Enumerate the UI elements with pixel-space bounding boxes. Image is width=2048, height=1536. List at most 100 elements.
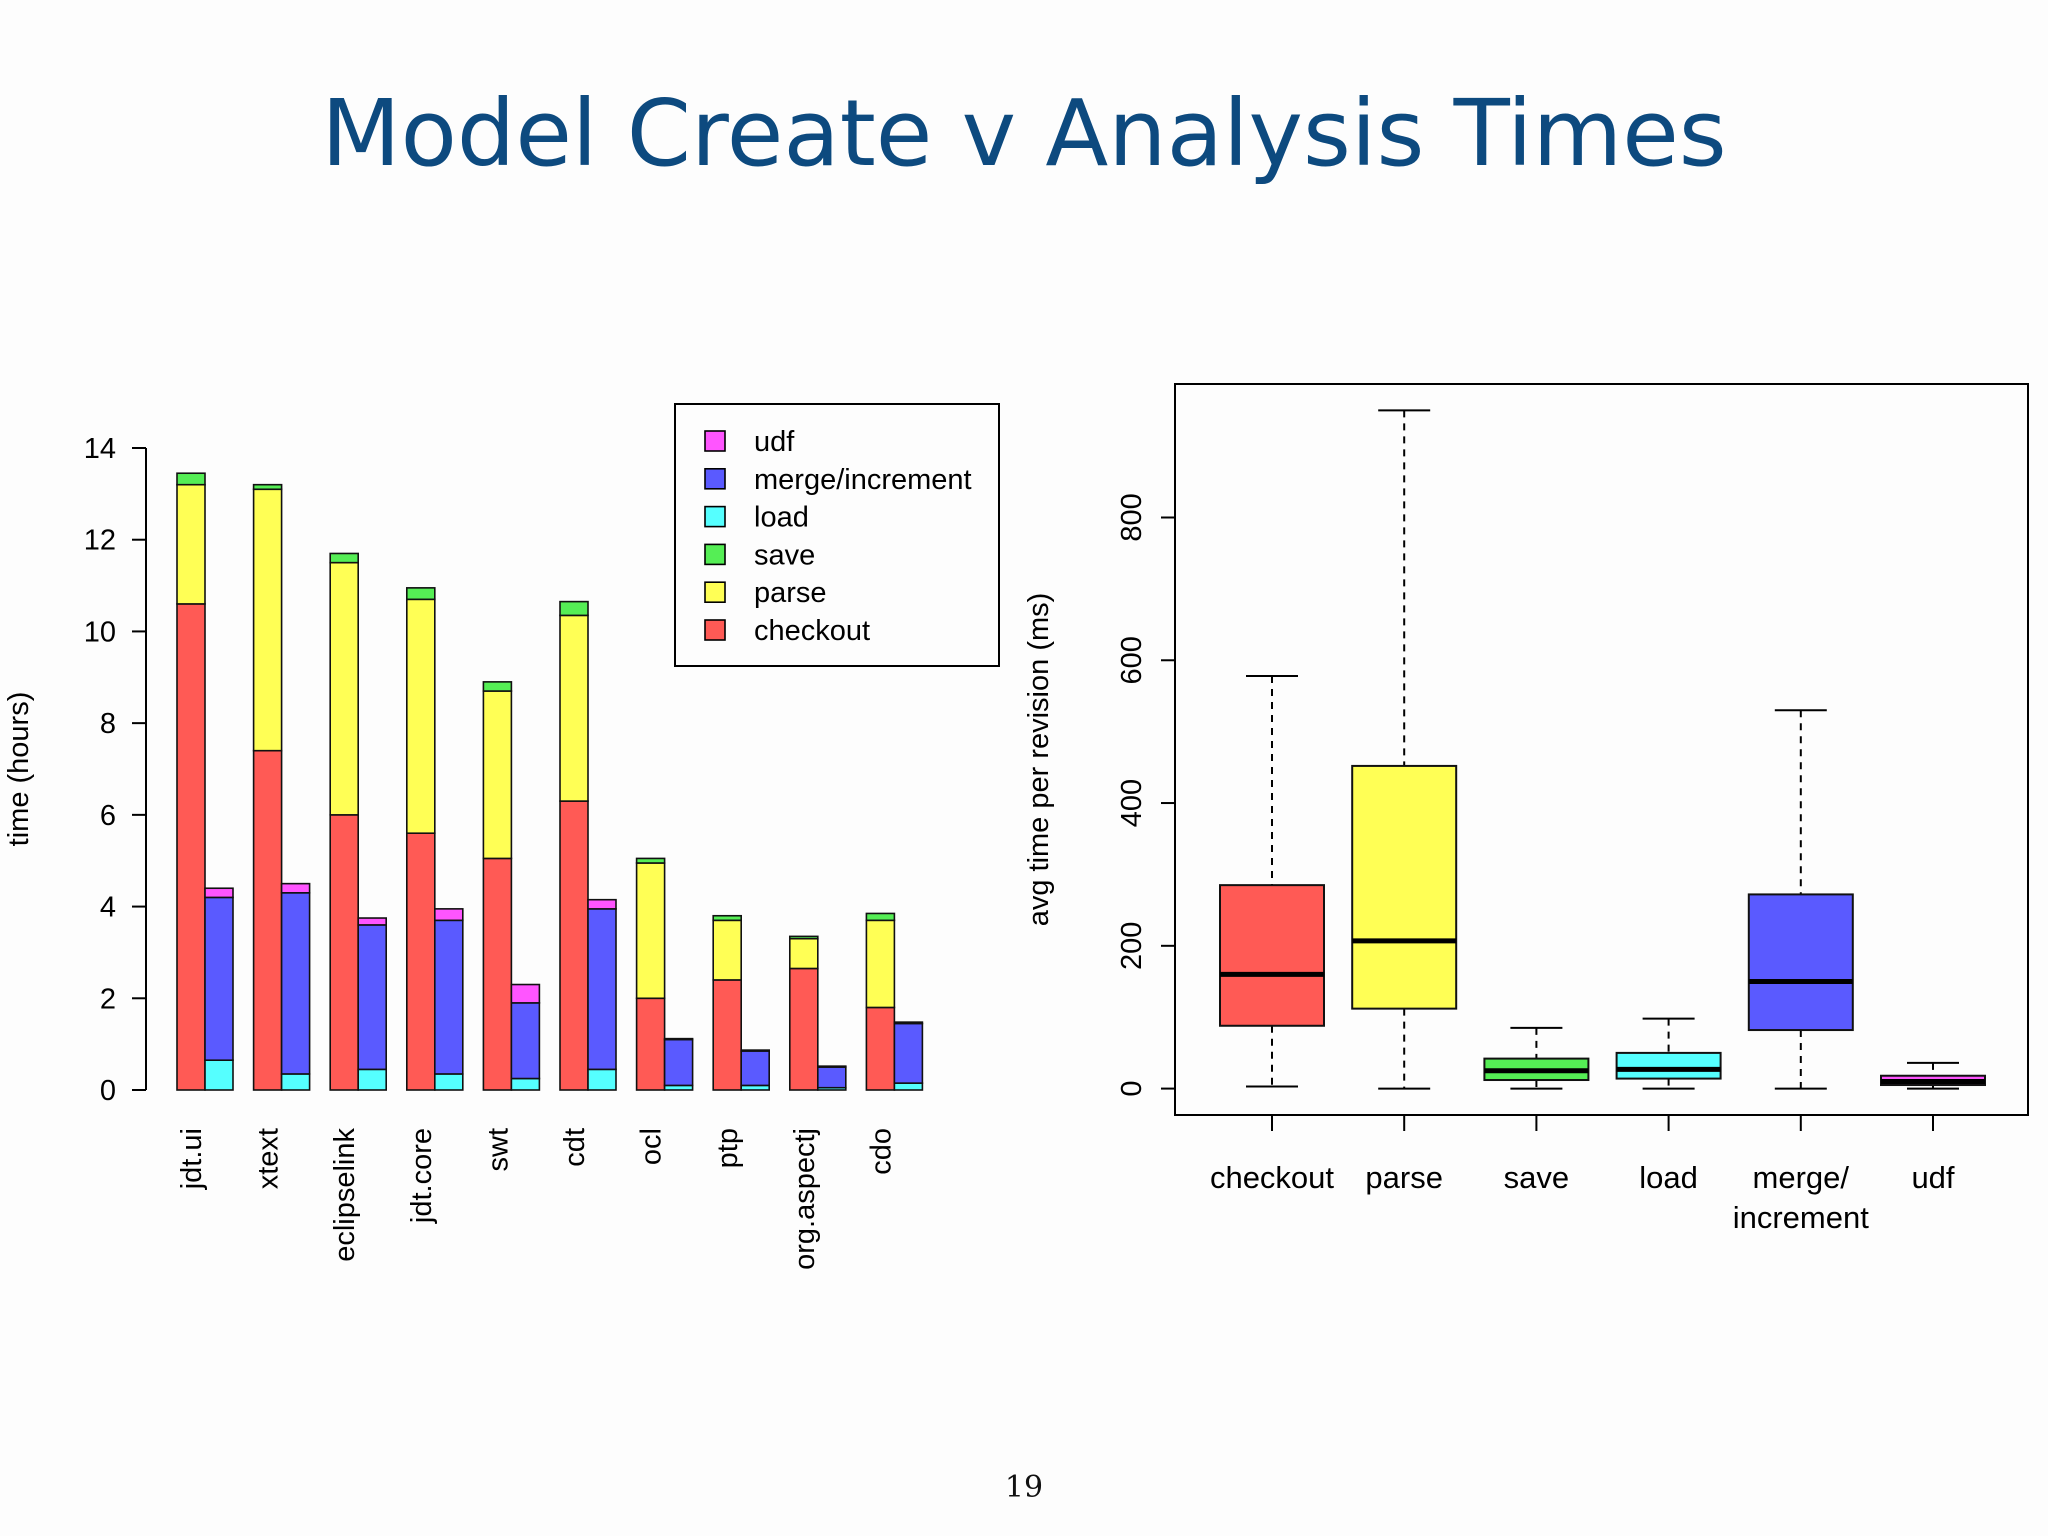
legend-swatch [704,543,726,566]
bar-segment-checkout [482,857,513,1091]
bar-segment-save [865,912,896,922]
bar-segment-udf [510,983,541,1004]
bar-segment-parse [176,483,206,605]
bar-segment-parse [788,937,819,970]
x-category-label: parse [1365,1160,1443,1195]
y-axis-label: time (hours) [3,692,35,847]
legend-swatch [704,430,726,452]
bar-segment-udf [663,1037,694,1041]
y-tick-label: 14 [84,433,116,465]
bar-segment-load [204,1059,234,1091]
y-tick-label: 12 [84,525,116,557]
x-category-label: ptp [712,1128,744,1168]
y-tick-label: 4 [100,892,116,924]
x-category-label: org.aspectj [789,1128,821,1270]
bar-segment-save [329,552,360,564]
box [1219,884,1325,1027]
bar-segment-load [433,1073,464,1091]
bar-segment-parse [712,919,743,981]
bar-segment-checkout [176,603,206,1091]
x-category-label: load [1639,1160,1698,1195]
bar-segment-merge-increment [357,924,388,1071]
bar-segment-load [893,1082,924,1091]
y-tick-label: 0 [1116,1081,1148,1097]
bar-segment-save [635,857,666,864]
bar-segment-checkout [865,1006,896,1091]
bar-segment-save [482,681,513,692]
legend-label: merge/increment [754,464,972,496]
bar-segment-save [405,587,436,601]
bar-segment-udf [587,898,617,910]
bar-segment-checkout [635,997,666,1091]
x-category-label: merge/increment [1733,1160,1869,1235]
x-category-label: swt [482,1128,514,1172]
bar-segment-udf [357,917,388,926]
bar-segment-load [280,1073,311,1091]
bar-segment-merge-increment [587,908,617,1071]
page-number: 19 [1004,1470,1044,1505]
y-axis-label: avg time per revision (ms) [1023,593,1055,927]
y-tick-label: 200 [1116,922,1148,970]
bar-segment-merge-increment [510,1002,541,1080]
box [1351,764,1458,1010]
bar-segment-checkout [788,967,819,1091]
bar-segment-parse [865,919,896,1009]
bar-segment-parse [405,598,436,834]
bar-segment-parse [635,862,666,1000]
x-category-label: udf [1911,1160,1954,1195]
bar-segment-udf [204,887,234,899]
bar-segment-load [510,1077,541,1091]
bar-segment-udf [740,1049,771,1052]
bar-segment-save [559,600,589,617]
y-tick-label: 0 [100,1075,116,1107]
bar-segment-parse [559,614,589,802]
bar-segment-save [176,472,206,486]
bar-segment-save [252,483,283,491]
bar-segment-merge-increment [816,1066,847,1089]
bar-segment-save [788,935,819,940]
y-tick-label: 400 [1116,779,1148,827]
legend-swatch [704,581,726,604]
bar-segment-parse [329,561,360,816]
bar-segment-save [712,914,743,922]
bar-segment-load [357,1068,388,1091]
stacked-bar-chart: 0 2 4 6 8 10 12 14 time (hours) jdt.ui xtext eclips… [3,403,1000,1270]
bar-segment-udf [433,908,464,922]
bar-segment-merge-increment [280,892,311,1075]
x-category-label: checkout [1210,1160,1334,1195]
bar-segment-parse [482,690,513,860]
bar-segment-merge-increment [204,896,234,1061]
bar-segment-checkout [252,749,283,1091]
box [1747,893,1854,1032]
x-category-label: cdt [559,1128,591,1167]
y-tick-label: 10 [84,616,116,648]
x-category-label: save [1504,1160,1569,1195]
y-tick-label: 800 [1116,493,1148,541]
legend-label: load [754,502,809,534]
bar-segment-merge-increment [893,1022,924,1084]
bar-segment-checkout [329,814,360,1091]
slide-title: Model Create v Analysis Times [321,80,1727,187]
bar-segment-udf [280,882,311,894]
legend-label: checkout [754,615,870,647]
x-category-label: jdt.ui [176,1128,208,1190]
legend-label: udf [754,426,795,458]
x-category-label: jdt.core [406,1128,438,1224]
plot-frame [1174,383,2029,1116]
y-tick-label: 600 [1116,636,1148,684]
legend-swatch [704,505,726,528]
bar-segment-checkout [712,979,743,1091]
legend-label: parse [754,577,827,609]
bar-segment-merge-increment [433,919,464,1075]
y-tick-label: 8 [100,708,116,740]
bar-segment-udf [816,1065,847,1068]
bar-segment-merge-increment [663,1038,694,1087]
legend-swatch [704,467,726,490]
bar-segment-udf [893,1021,924,1025]
legend-label: save [754,539,815,571]
bar-segment-merge-increment [740,1050,771,1087]
bar-segment-checkout [405,832,436,1091]
y-tick-label: 2 [100,983,116,1015]
x-category-label: ocl [636,1128,668,1165]
x-category-label: xtext [253,1128,285,1189]
